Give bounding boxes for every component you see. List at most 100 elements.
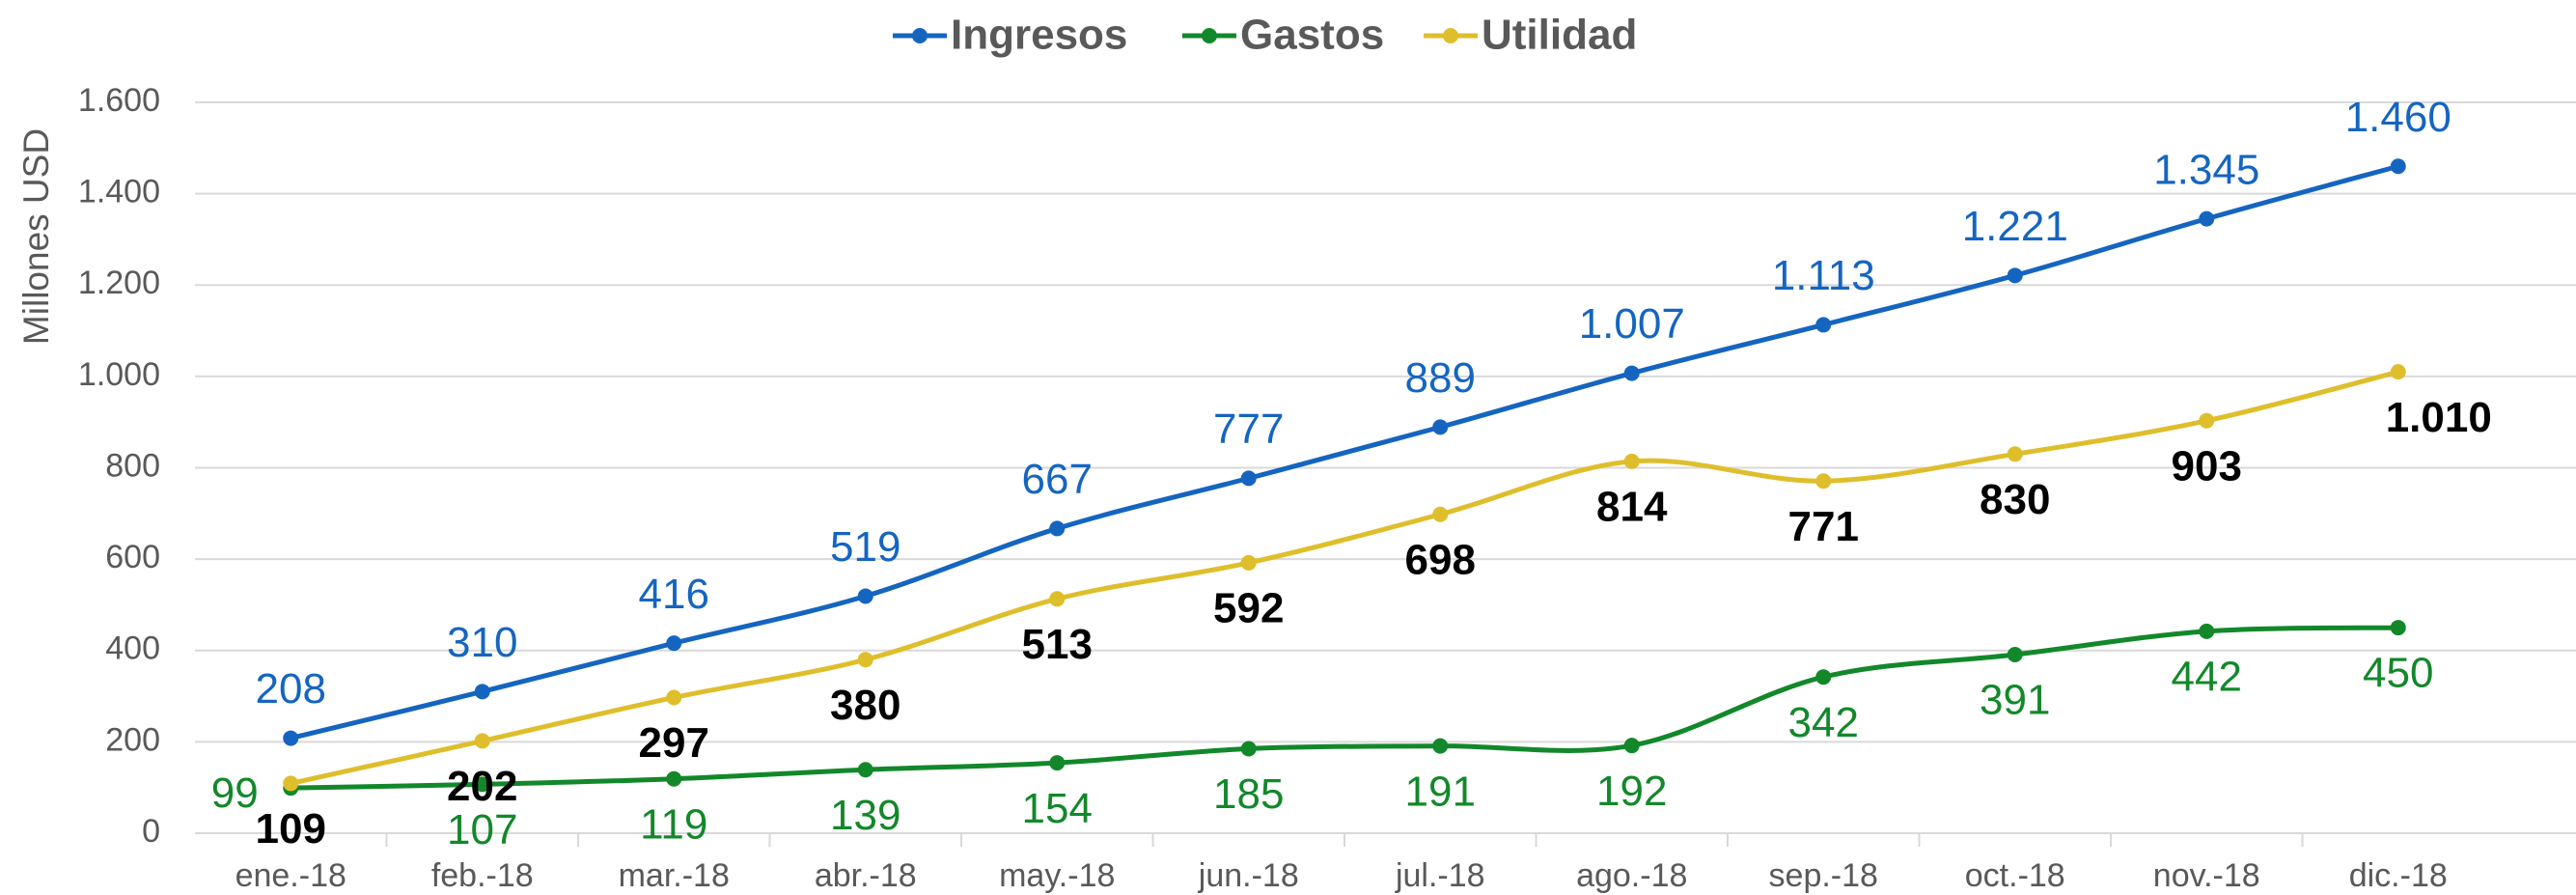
point (1623, 453, 1640, 469)
x-tick-label: feb.-18 (431, 857, 534, 894)
x-tick-label: jun.-18 (1198, 857, 1299, 894)
data-label: 1.345 (2153, 146, 2259, 193)
x-tick-label: mar.-18 (619, 857, 730, 894)
point (2390, 158, 2406, 175)
data-label: 903 (2172, 442, 2242, 489)
point (857, 762, 873, 778)
data-label: 771 (1788, 503, 1859, 550)
point (666, 689, 682, 706)
data-label: 592 (1213, 585, 1284, 632)
data-label: 814 (1596, 484, 1668, 531)
point (2390, 620, 2406, 636)
data-label: 1.460 (2345, 94, 2451, 141)
y-tick-label: 800 (105, 447, 160, 484)
data-label: 342 (1788, 699, 1859, 746)
data-label: 208 (256, 665, 326, 713)
point (1815, 473, 1832, 489)
y-tick-label: 1.200 (78, 265, 160, 301)
point (2199, 412, 2215, 429)
data-label: 1.010 (2386, 394, 2492, 441)
point (1049, 591, 1066, 607)
point (283, 775, 299, 792)
data-label: 442 (2172, 654, 2242, 701)
data-label: 119 (640, 800, 707, 848)
x-tick-label: nov.-18 (2153, 857, 2260, 894)
data-label: 777 (1213, 406, 1284, 453)
data-label: 1.007 (1579, 300, 1685, 348)
x-tick-label: may.-18 (999, 857, 1115, 894)
x-tick-label: sep.-18 (1769, 857, 1878, 894)
point (1623, 365, 1640, 381)
y-tick-label: 1.600 (78, 82, 160, 119)
point (1432, 738, 1449, 754)
data-label: 698 (1405, 536, 1476, 583)
point (2007, 647, 2023, 663)
point (474, 776, 490, 793)
point (2007, 446, 2023, 462)
point (1815, 317, 1832, 333)
point (666, 635, 682, 652)
series-line (291, 625, 2398, 791)
point (1240, 470, 1257, 487)
y-tick-label: 0 (142, 813, 160, 850)
data-label: 139 (830, 792, 900, 839)
data-label: 1.113 (1772, 252, 1875, 299)
x-tick-label: oct.-18 (1965, 857, 2065, 894)
x-tick-label: dic.-18 (2349, 857, 2448, 894)
data-label: 889 (1405, 354, 1476, 402)
x-tick-label: abr.-18 (815, 857, 917, 894)
legend-marker (1443, 28, 1458, 43)
data-label: 297 (639, 719, 709, 767)
y-tick-label: 200 (105, 721, 160, 758)
point (1049, 520, 1066, 537)
legend-label: Ingresos (951, 12, 1127, 59)
y-tick-label: 600 (105, 539, 160, 575)
series-line (290, 369, 2399, 786)
point (2199, 623, 2215, 639)
data-label: 99 (211, 769, 259, 817)
y-tick-label: 1.000 (78, 356, 160, 393)
point (1240, 741, 1257, 757)
data-label: 1.221 (1962, 203, 2068, 250)
y-tick-label: 1.400 (78, 174, 160, 210)
data-label: 107 (447, 806, 517, 853)
point (666, 770, 682, 787)
y-tick-label: 400 (105, 630, 160, 667)
point (1432, 419, 1449, 435)
point (857, 588, 873, 604)
data-label: 450 (2363, 650, 2433, 697)
data-label: 519 (830, 523, 900, 571)
point (1049, 755, 1066, 771)
legend-label: Utilidad (1482, 12, 1637, 59)
point (2199, 210, 2215, 227)
x-tick-label: ago.-18 (1576, 857, 1687, 894)
data-label: 154 (1022, 785, 1093, 832)
point (2007, 267, 2023, 284)
data-label: 513 (1022, 621, 1093, 668)
data-label: 191 (1405, 768, 1476, 815)
data-label: 416 (639, 571, 709, 618)
data-label: 185 (1213, 770, 1284, 818)
point (857, 652, 873, 668)
legend-label: Gastos (1240, 12, 1384, 59)
point (1240, 554, 1257, 571)
point (1815, 669, 1832, 685)
legend-marker (1202, 28, 1217, 43)
data-label: 667 (1022, 456, 1093, 503)
legend-marker (912, 28, 928, 43)
y-axis-label: Millones USD (16, 128, 56, 345)
point (474, 684, 490, 700)
data-label: 830 (1980, 476, 2050, 523)
data-label: 391 (1980, 677, 2050, 724)
x-tick-label: ene.-18 (235, 857, 346, 894)
point (2390, 364, 2406, 380)
point (1623, 738, 1640, 754)
x-tick-label: jul.-18 (1395, 857, 1485, 894)
data-label: 192 (1596, 768, 1667, 815)
point (1432, 506, 1449, 522)
data-label: 109 (256, 805, 326, 853)
data-label: 202 (447, 763, 517, 810)
point (283, 730, 299, 746)
